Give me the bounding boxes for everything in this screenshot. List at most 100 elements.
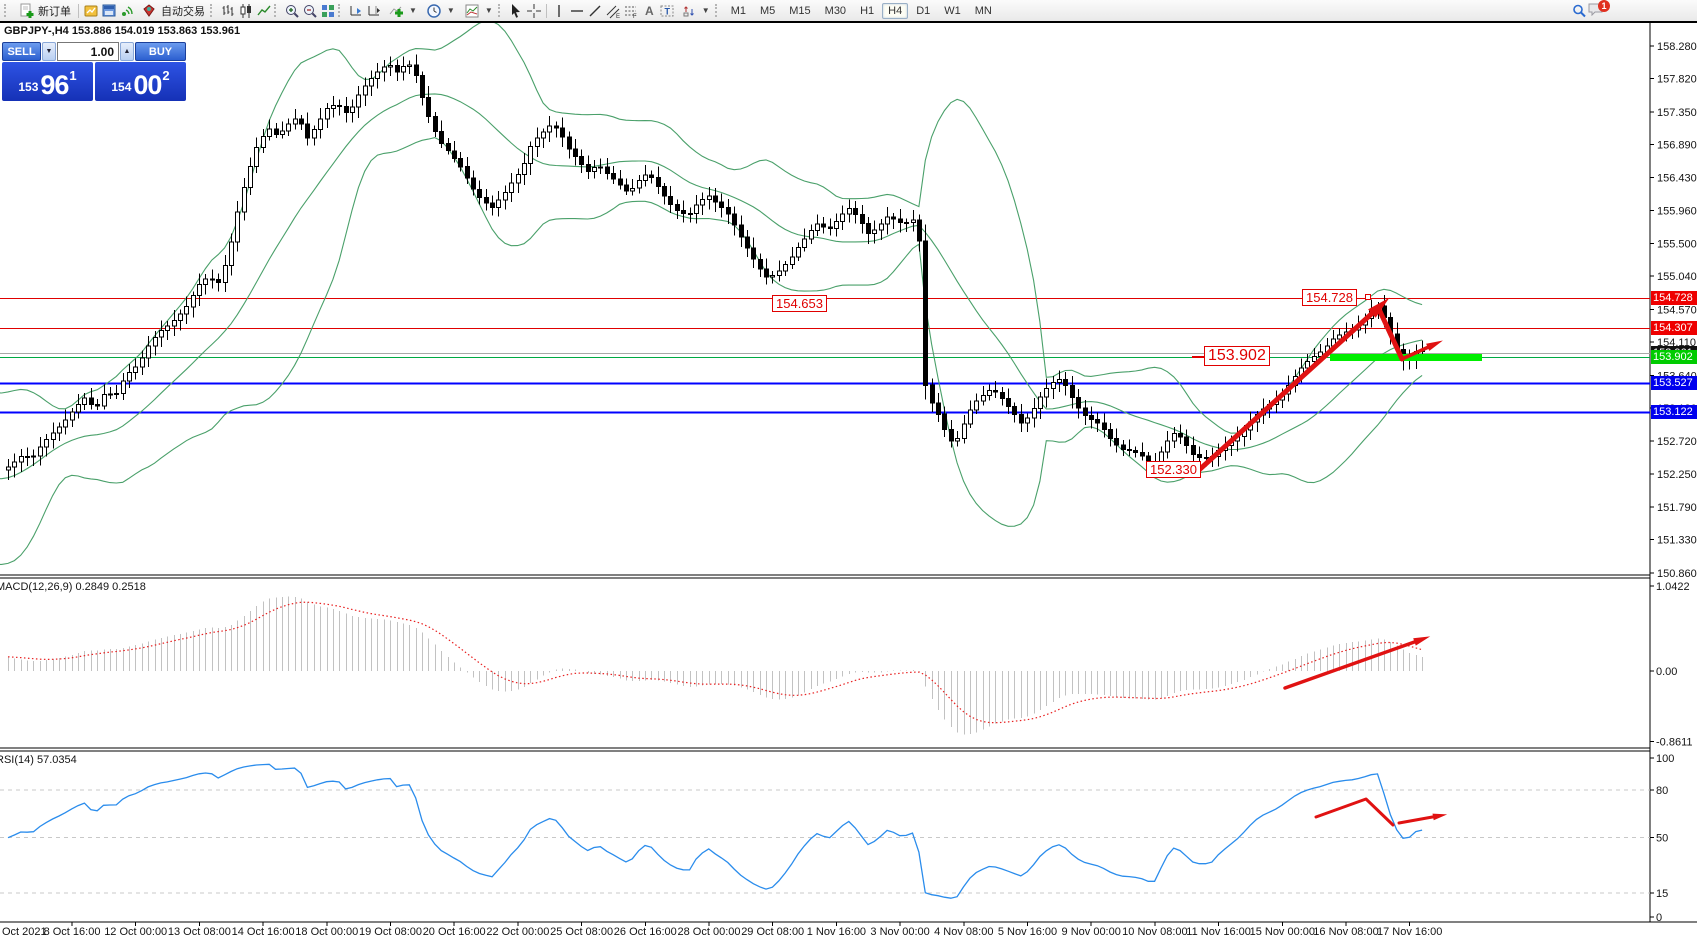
text-label-tool-icon[interactable]: T (659, 3, 675, 19)
zoom-in-icon[interactable] (284, 3, 300, 19)
trend-arrow-head (1426, 340, 1443, 351)
charts-window-icon[interactable] (101, 3, 117, 19)
annotation-connector (1192, 356, 1204, 358)
price-annotation-154.653[interactable]: 154.653 (772, 295, 827, 312)
auto-trading-button[interactable]: 自动交易 (136, 2, 209, 20)
horizontal-line-tool-icon[interactable] (569, 3, 585, 19)
indicators-add-icon (388, 3, 404, 19)
bid-price[interactable]: 153 96 1 (2, 62, 93, 101)
svg-text:F: F (633, 14, 637, 19)
indicators-menu-button[interactable]: ▼ (383, 2, 421, 20)
line-chart-type-icon[interactable] (256, 3, 272, 19)
svg-text:A: A (645, 4, 654, 18)
trend-arrow (1283, 638, 1422, 690)
dropdown-caret-icon: ▼ (446, 6, 455, 15)
svg-text:Oct 2021: Oct 2021 (2, 926, 47, 938)
trend-arrow (1314, 797, 1395, 827)
profiles-icon[interactable] (83, 3, 99, 19)
tab-timeframe-H1[interactable]: H1 (860, 4, 875, 17)
tab-timeframe-M5[interactable]: M5 (759, 4, 776, 17)
tile-windows-icon[interactable] (320, 3, 336, 19)
bar-chart-type-icon[interactable] (220, 3, 236, 19)
svg-text:157.350: 157.350 (1657, 107, 1697, 119)
fibonacci-tool-icon[interactable]: F (623, 3, 639, 19)
candlestick-chart-type-icon[interactable] (238, 3, 254, 19)
svg-text:28 Oct 00:00: 28 Oct 00:00 (678, 926, 741, 938)
ask-price[interactable]: 154 00 2 (95, 62, 186, 101)
buy-button[interactable]: BUY (135, 42, 186, 61)
auto-scroll-icon[interactable] (348, 3, 364, 19)
chart-shift-icon[interactable] (366, 3, 382, 19)
one-click-trading-panel: SELL ▼ 1.00 ▲ BUY 153 96 1 154 00 2 (2, 42, 186, 101)
price-annotation-152.330[interactable]: 152.330 (1146, 461, 1201, 478)
tab-timeframe-W1[interactable]: W1 (944, 4, 961, 17)
separator (78, 3, 79, 18)
axis-badge-153.527: 153.527 (1651, 376, 1697, 391)
svg-text:20 Oct 16:00: 20 Oct 16:00 (423, 926, 486, 938)
templates-icon (464, 3, 480, 19)
svg-text:4 Nov 08:00: 4 Nov 08:00 (934, 926, 993, 938)
arrows-tool-button[interactable]: ▼ (676, 2, 714, 20)
trend-arrow (1397, 814, 1440, 825)
separator (545, 3, 547, 18)
volume-input[interactable]: 1.00 (57, 42, 119, 61)
signal-icon[interactable] (119, 3, 135, 19)
svg-text:0: 0 (1656, 912, 1662, 924)
symbol-info: GBPJPY-,H4 153.886 154.019 153.863 153.9… (4, 25, 240, 37)
new-order-button[interactable]: 新订单 (13, 2, 75, 20)
toolbar-grip (714, 4, 721, 17)
arrows-tool-icon (681, 3, 697, 19)
volume-increase-button[interactable]: ▲ (120, 42, 134, 61)
price-annotation-153.902[interactable]: 153.902 (1204, 346, 1270, 366)
sell-button[interactable]: SELL (2, 42, 41, 61)
svg-text:152.250: 152.250 (1657, 469, 1697, 481)
svg-text:155.960: 155.960 (1657, 206, 1697, 218)
toolbar-grip (497, 4, 504, 17)
svg-text:1.0422: 1.0422 (1656, 581, 1690, 593)
annotation-anchor-handle[interactable] (1365, 294, 1371, 300)
svg-text:10 Nov 08:00: 10 Nov 08:00 (1122, 926, 1187, 938)
text-tool-icon[interactable]: A (641, 3, 657, 19)
price-annotation-154.728[interactable]: 154.728 (1302, 289, 1357, 306)
tab-timeframe-MN[interactable]: MN (974, 4, 992, 17)
svg-text:50: 50 (1656, 833, 1668, 845)
dropdown-caret-icon: ▼ (484, 6, 493, 15)
new-order-icon (18, 3, 34, 19)
zoom-out-icon[interactable] (302, 3, 318, 19)
svg-text:17 Nov 16:00: 17 Nov 16:00 (1377, 926, 1442, 938)
svg-text:157.820: 157.820 (1657, 74, 1697, 86)
toolbar-grip (338, 4, 344, 17)
svg-text:T: T (664, 6, 670, 16)
macd-histogram (8, 596, 1423, 735)
tab-timeframe-D1[interactable]: D1 (916, 4, 931, 17)
tab-timeframe-H4[interactable]: H4 (882, 2, 909, 19)
tab-timeframe-M1[interactable]: M1 (730, 4, 746, 17)
cursor-tool-icon[interactable] (508, 3, 524, 19)
svg-text:29 Oct 08:00: 29 Oct 08:00 (741, 926, 804, 938)
axis-badge-154.728: 154.728 (1651, 291, 1697, 306)
search-icon[interactable] (1571, 3, 1587, 19)
crosshair-tool-icon[interactable] (526, 3, 542, 19)
svg-text:152.720: 152.720 (1657, 436, 1697, 448)
auto-trading-label: 自动交易 (161, 5, 205, 18)
dropdown-caret-icon: ▼ (701, 6, 710, 15)
tab-timeframe-M15[interactable]: M15 (789, 4, 811, 17)
tab-timeframe-M30[interactable]: M30 (824, 4, 847, 17)
volume-decrease-button[interactable]: ▼ (42, 42, 56, 61)
trend-arrow (1196, 305, 1381, 473)
svg-text:155.500: 155.500 (1657, 238, 1697, 250)
svg-text:16 Nov 08:00: 16 Nov 08:00 (1313, 926, 1378, 938)
svg-text:151.790: 151.790 (1657, 502, 1697, 514)
periods-menu-button[interactable]: ▼ (421, 2, 459, 20)
timeframe-buttons: M1 M5 M15 M30 H1 H4 D1 W1 MN (724, 2, 999, 19)
main-toolbar: 新订单 自动交易 ▼ (0, 0, 1697, 21)
trend-arrow-head (1432, 813, 1448, 821)
templates-menu-button[interactable]: ▼ (459, 2, 497, 20)
svg-text:18 Oct 00:00: 18 Oct 00:00 (295, 926, 358, 938)
vertical-line-tool-icon[interactable] (551, 3, 567, 19)
svg-text:25 Oct 08:00: 25 Oct 08:00 (550, 926, 613, 938)
notifications-button[interactable]: 1 (1588, 0, 1610, 19)
trendline-tool-icon[interactable] (587, 3, 603, 19)
equidistant-channel-tool-icon[interactable]: E (605, 3, 621, 19)
